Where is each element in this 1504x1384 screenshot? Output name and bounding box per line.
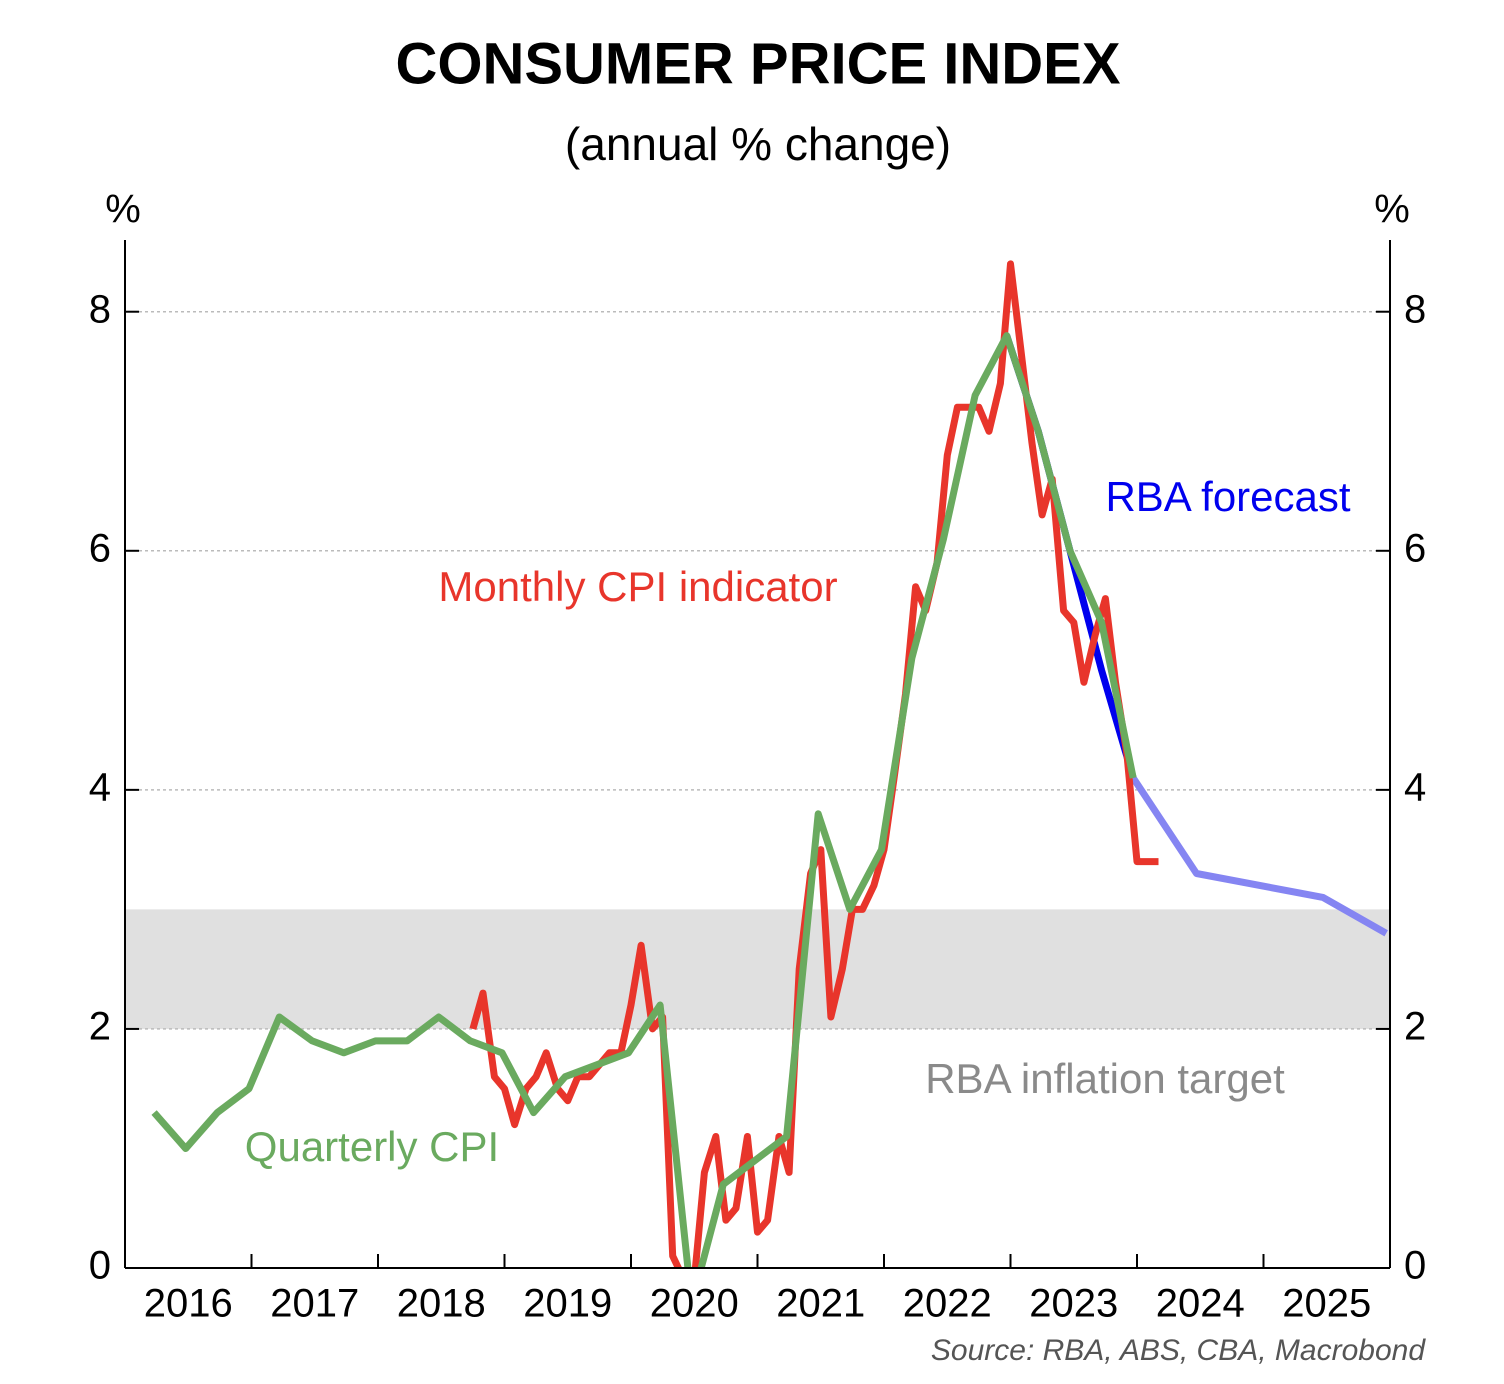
chart-title: CONSUMER PRICE INDEX bbox=[395, 31, 1120, 96]
series-label: Monthly CPI indicator bbox=[438, 563, 837, 610]
target-label: RBA inflation target bbox=[925, 1055, 1285, 1102]
series-line bbox=[151, 332, 1137, 1268]
target-band bbox=[125, 909, 1390, 1029]
y2-unit: % bbox=[1374, 188, 1410, 232]
chart-subtitle: (annual % change) bbox=[565, 118, 951, 170]
y-unit: % bbox=[105, 188, 141, 232]
y-tick-label: 0 bbox=[89, 1244, 111, 1288]
series-label: Quarterly CPI bbox=[245, 1123, 499, 1170]
source-note: Source: RBA, ABS, CBA, Macrobond bbox=[931, 1334, 1426, 1367]
x-tick-label: 2023 bbox=[1029, 1282, 1118, 1326]
x-tick-label: 2022 bbox=[903, 1282, 992, 1326]
y-tick-label: 8 bbox=[89, 287, 111, 331]
y2-tick-label: 6 bbox=[1404, 526, 1426, 570]
y2-tick-label: 4 bbox=[1404, 765, 1426, 809]
x-tick-label: 2017 bbox=[270, 1282, 359, 1326]
x-tick-label: 2025 bbox=[1282, 1282, 1371, 1326]
y-tick-label: 4 bbox=[89, 765, 111, 809]
series-label: RBA forecast bbox=[1105, 473, 1350, 520]
x-tick-label: 2019 bbox=[523, 1282, 612, 1326]
x-tick-label: 2020 bbox=[650, 1282, 739, 1326]
y2-tick-label: 2 bbox=[1404, 1004, 1426, 1048]
x-tick-label: 2016 bbox=[144, 1282, 233, 1326]
y-tick-label: 6 bbox=[89, 526, 111, 570]
series-line bbox=[1130, 775, 1388, 937]
y2-tick-label: 0 bbox=[1404, 1244, 1426, 1288]
y2-tick-label: 8 bbox=[1404, 287, 1426, 331]
x-tick-label: 2021 bbox=[776, 1282, 865, 1326]
x-tick-label: 2024 bbox=[1156, 1282, 1245, 1326]
x-tick-label: 2018 bbox=[397, 1282, 486, 1326]
y-tick-label: 2 bbox=[89, 1004, 111, 1048]
series-line bbox=[469, 260, 1159, 1268]
